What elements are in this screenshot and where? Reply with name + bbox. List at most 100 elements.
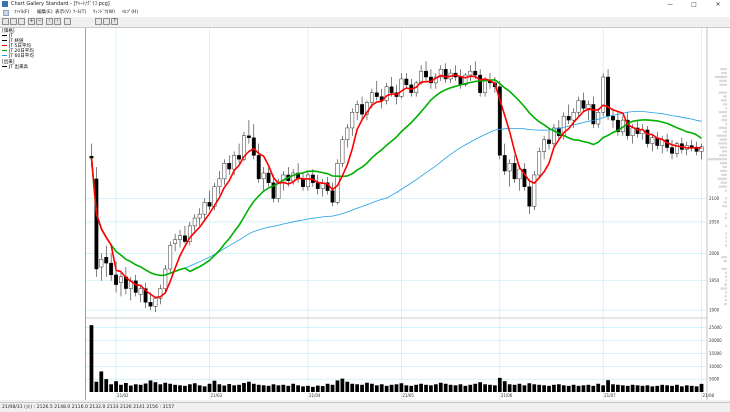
volume-bar	[458, 384, 463, 392]
document-icon[interactable]	[3, 10, 9, 16]
candle-body	[365, 102, 369, 115]
volume-profile-bar	[721, 173, 727, 176]
scroll-left-icon[interactable]: ‹	[46, 18, 53, 25]
candle-body	[301, 178, 305, 187]
volume-bar	[178, 385, 182, 392]
save-icon[interactable]	[10, 18, 17, 25]
legend-item-ma20[interactable]: JT 20日平均	[2, 49, 34, 54]
candle-body	[148, 302, 153, 307]
price-tick-label: 1950	[709, 278, 720, 283]
candle-body	[355, 104, 360, 113]
menu-file[interactable]: ﾌｧｲﾙ(F)	[14, 10, 30, 15]
legend-item-ma5[interactable]: JT 5日平均	[2, 44, 31, 49]
settings-icon[interactable]	[103, 18, 110, 25]
volume-tick-label: 5000	[709, 377, 720, 382]
volume-bar	[424, 384, 428, 392]
legend-panel: [価格] JT JT 終値 JT 5日平均 JT 20日平均 JT 60日平均 …	[0, 28, 86, 400]
candle-body	[591, 104, 596, 125]
volume-bar	[601, 385, 606, 392]
volume-bar	[109, 384, 114, 392]
menu-window[interactable]: ｳｨﾝﾄﾞｳ(W)	[93, 10, 115, 15]
volume-bar	[281, 384, 286, 392]
candle-body	[232, 155, 237, 170]
volume-profile-bar	[724, 291, 727, 294]
volume-profile-bar	[719, 154, 727, 157]
zoom-out-icon[interactable]: −	[36, 18, 43, 25]
volume-profile-bar	[725, 122, 727, 126]
open-icon[interactable]	[2, 18, 9, 25]
volume-bar	[251, 383, 256, 392]
date-tick-label: 21/07	[604, 393, 616, 398]
volume-profile-bar	[723, 259, 727, 263]
volume-bar	[266, 385, 271, 392]
zoom-in-icon[interactable]: +	[28, 18, 35, 25]
volume-bar	[355, 384, 360, 392]
volume-bar	[507, 384, 512, 392]
candle-body	[315, 182, 320, 189]
volume-profile-bar	[724, 283, 727, 286]
candle-body	[438, 68, 443, 78]
volume-bar	[532, 384, 537, 392]
volume-bar	[576, 385, 581, 392]
candle-body	[596, 112, 601, 125]
volume-bar	[547, 385, 551, 392]
volume-bar	[394, 384, 399, 392]
close-button[interactable]: ✕	[715, 1, 721, 8]
volume-bar	[650, 386, 655, 392]
print-icon[interactable]	[18, 18, 25, 25]
volume-bar	[133, 384, 138, 392]
menu-edit[interactable]: 編集(E)	[37, 10, 53, 15]
candle-body	[178, 235, 182, 240]
volume-bar	[497, 377, 502, 392]
help-icon[interactable]: ?	[111, 18, 118, 25]
candle-body	[625, 119, 630, 136]
volume-tick-label: 20000	[709, 338, 722, 343]
candle-body	[576, 100, 581, 113]
volume-profile-bar	[720, 99, 727, 102]
volume-bar	[183, 385, 187, 392]
volume-profile-bar	[725, 279, 727, 282]
volume-bar	[527, 383, 532, 392]
volume-bar	[556, 384, 561, 392]
menu-view[interactable]: 表示(V)	[55, 10, 71, 15]
chart-icon[interactable]	[95, 18, 102, 25]
date-tick-label: 21/02	[117, 393, 129, 398]
candle-body	[345, 127, 350, 140]
candle-body	[552, 127, 556, 144]
menu-tools[interactable]: ﾂｰﾙ(T)	[73, 10, 87, 15]
minimize-button[interactable]: —	[667, 1, 673, 8]
volume-bar	[310, 386, 315, 392]
volume-bar	[306, 385, 310, 392]
legend-item-close[interactable]: JT 終値	[2, 39, 24, 44]
candle-body	[502, 155, 507, 172]
scroll-right-icon[interactable]: ›	[54, 18, 61, 25]
legend-swatch	[2, 65, 7, 68]
volume-bar	[143, 383, 148, 392]
volume-bar	[89, 325, 94, 392]
volume-profile-bar	[722, 103, 727, 106]
legend-item-volume[interactable]: JT 出来高	[2, 65, 28, 70]
volume-bar	[616, 384, 620, 392]
refresh-icon[interactable]	[64, 18, 71, 25]
price-pane	[86, 28, 707, 318]
volume-profile-bar	[721, 256, 727, 259]
volume-bar	[478, 382, 483, 392]
volume-bar	[493, 385, 497, 392]
maximize-button[interactable]: □	[691, 1, 697, 8]
legend-item-jt[interactable]: JT	[2, 34, 13, 39]
volume-bar	[463, 385, 468, 392]
volume-bar	[345, 381, 350, 392]
volume-tick-label: 15000	[709, 351, 722, 356]
candle-body	[635, 127, 640, 135]
candle-body	[399, 78, 404, 97]
candle-body	[158, 288, 163, 299]
app-icon	[2, 1, 8, 7]
volume-bar	[237, 384, 241, 392]
volume-tick-label: 25000	[709, 325, 722, 330]
volume-profile-bar	[725, 107, 727, 110]
legend-item-ma60[interactable]: JT 60日平均	[2, 54, 34, 59]
volume-profile-bar	[722, 205, 727, 208]
candle-body	[497, 86, 502, 156]
menu-help[interactable]: ﾍﾙﾌﾟ(H)	[122, 10, 139, 15]
